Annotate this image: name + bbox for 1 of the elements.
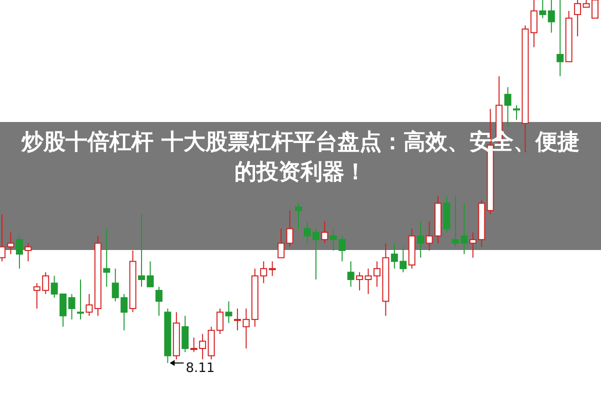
annotation: 8.11 bbox=[186, 361, 215, 376]
